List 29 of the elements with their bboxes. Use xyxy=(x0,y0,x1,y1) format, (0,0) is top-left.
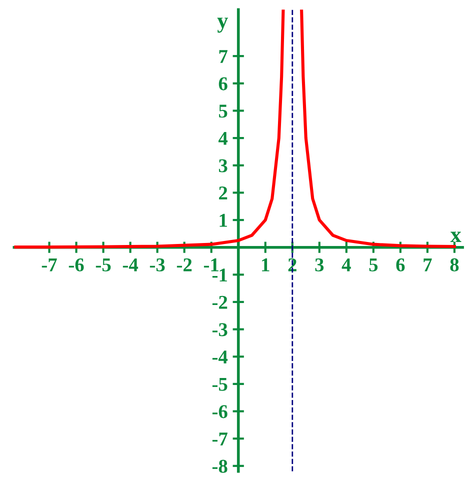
y-tick-label: -6 xyxy=(212,405,228,418)
y-tick-label: -7 xyxy=(212,432,228,446)
y-tick-label: -3 xyxy=(212,323,228,336)
x-tick-label: 8 xyxy=(450,258,459,272)
x-tick-label: -5 xyxy=(96,258,111,272)
x-tick-label: -4 xyxy=(122,258,138,272)
x-tick-label: 3 xyxy=(315,258,324,272)
y-tick-label: 4 xyxy=(218,132,228,145)
x-tick-label: 1 xyxy=(262,258,270,272)
y-tick-label: 3 xyxy=(218,159,228,172)
y-tick-label: 2 xyxy=(219,186,228,200)
y-tick-label: -5 xyxy=(212,378,228,391)
x-tick-label: 5 xyxy=(369,258,378,272)
x-tick-label: 4 xyxy=(342,258,351,272)
y-tick-label: -8 xyxy=(212,460,228,473)
x-tick-label: 6 xyxy=(396,258,405,272)
y-tick-label: 5 xyxy=(219,104,228,118)
y-tick-label: 7 xyxy=(219,50,228,63)
y-axis-title: y xyxy=(217,18,228,33)
y-tick-label: 1 xyxy=(220,214,227,227)
x-tick-label: -3 xyxy=(150,258,165,272)
x-tick-label: 7 xyxy=(424,258,432,272)
x-tick-label: -6 xyxy=(68,258,84,272)
x-tick-label: -2 xyxy=(176,258,192,272)
y-tick-label: -4 xyxy=(212,350,228,364)
y-tick-label: -2 xyxy=(212,296,228,309)
x-tick-label: -7 xyxy=(42,258,57,272)
y-tick-label: 6 xyxy=(218,77,228,90)
x-axis-title: x xyxy=(450,232,462,242)
